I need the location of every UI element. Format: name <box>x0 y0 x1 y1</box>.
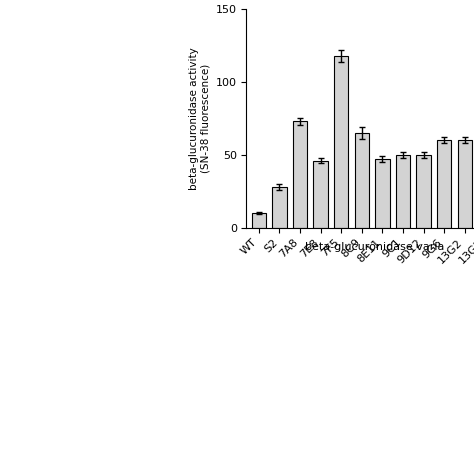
Bar <box>416 155 431 228</box>
Bar <box>437 140 451 228</box>
Bar <box>313 161 328 228</box>
Bar <box>355 133 369 228</box>
Bar <box>334 56 348 228</box>
Bar <box>457 140 472 228</box>
Y-axis label: beta-glucuronidase activity
(SN-38 fluorescence): beta-glucuronidase activity (SN-38 fluor… <box>189 47 210 190</box>
Text: beta-glucuronidase varia: beta-glucuronidase varia <box>305 242 444 252</box>
Bar <box>293 121 307 228</box>
Bar <box>375 159 390 228</box>
Text: (c): (c) <box>201 0 220 1</box>
Bar <box>272 187 287 228</box>
Bar <box>252 213 266 228</box>
Bar <box>396 155 410 228</box>
